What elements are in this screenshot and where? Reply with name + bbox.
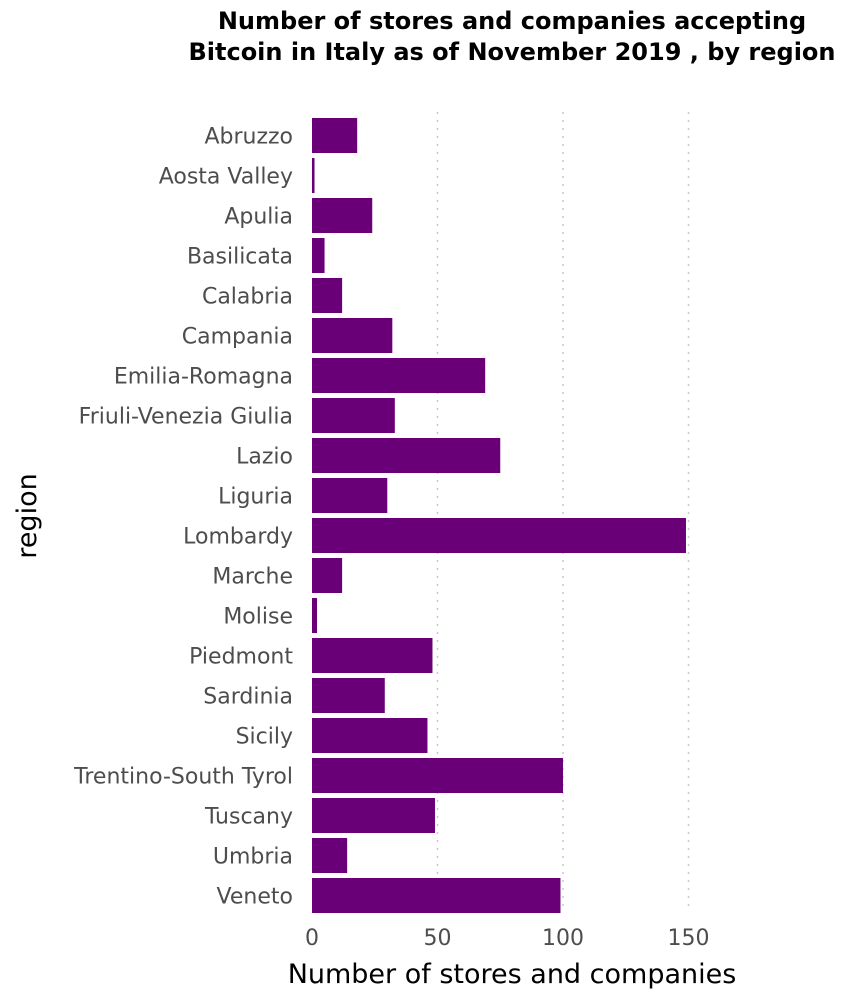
x-tick-label: 0 xyxy=(305,926,319,951)
bar-sicily xyxy=(312,718,428,753)
bar-apulia xyxy=(312,198,373,233)
bar-trentino-south-tyrol xyxy=(312,758,563,793)
bar-aosta-valley xyxy=(312,158,315,193)
y-tick-label: Lombardy xyxy=(183,525,293,550)
y-tick-label: Trentino-South Tyrol xyxy=(73,765,293,790)
x-axis-title: Number of stores and companies xyxy=(288,959,737,990)
bar-piedmont xyxy=(312,638,433,673)
bar-veneto xyxy=(312,878,561,913)
y-tick-label: Piedmont xyxy=(189,645,293,670)
bar-emilia-romagna xyxy=(312,358,486,393)
bars xyxy=(312,118,686,913)
bar-basilicata xyxy=(312,238,325,273)
bar-campania xyxy=(312,318,393,353)
y-tick-label: Calabria xyxy=(202,285,293,310)
bar-lazio xyxy=(312,438,501,473)
bar-sardinia xyxy=(312,678,385,713)
bar-umbria xyxy=(312,838,348,873)
y-tick-label: Molise xyxy=(223,605,293,630)
x-tick-label: 150 xyxy=(668,926,710,951)
y-tick-label: Sicily xyxy=(236,725,293,750)
y-tick-label: Aosta Valley xyxy=(159,165,293,190)
y-axis-title: region xyxy=(12,473,43,558)
bar-abruzzo xyxy=(312,118,358,153)
y-tick-label: Tuscany xyxy=(204,805,293,830)
x-tick-label: 50 xyxy=(424,926,452,951)
y-tick-label: Emilia-Romagna xyxy=(114,365,293,390)
bar-friuli-venezia-giulia xyxy=(312,398,395,433)
x-tick-labels: 0 50 100 150 xyxy=(305,926,710,951)
bar-liguria xyxy=(312,478,388,513)
y-tick-label: Lazio xyxy=(236,445,293,470)
chart-title: Number of stores and companies accepting… xyxy=(188,7,836,66)
bar-lombardy xyxy=(312,518,686,553)
y-tick-label: Marche xyxy=(212,565,293,590)
bar-tuscany xyxy=(312,798,435,833)
y-tick-label: Friuli-Venezia Giulia xyxy=(79,405,293,430)
bar-molise xyxy=(312,598,318,633)
y-tick-label: Campania xyxy=(182,325,293,350)
y-tick-labels: Abruzzo Aosta Valley Apulia Basilicata Calab… xyxy=(73,125,293,910)
y-tick-label: Liguria xyxy=(218,485,293,510)
y-tick-label: Umbria xyxy=(213,845,293,870)
x-tick-label: 100 xyxy=(542,926,584,951)
y-tick-label: Sardinia xyxy=(203,685,293,710)
bar-marche xyxy=(312,558,343,593)
gridlines xyxy=(436,112,690,912)
y-tick-label: Abruzzo xyxy=(204,125,293,150)
y-tick-label: Apulia xyxy=(224,205,293,230)
y-tick-label: Veneto xyxy=(217,885,293,910)
y-tick-label: Basilicata xyxy=(187,245,293,270)
bar-calabria xyxy=(312,278,343,313)
